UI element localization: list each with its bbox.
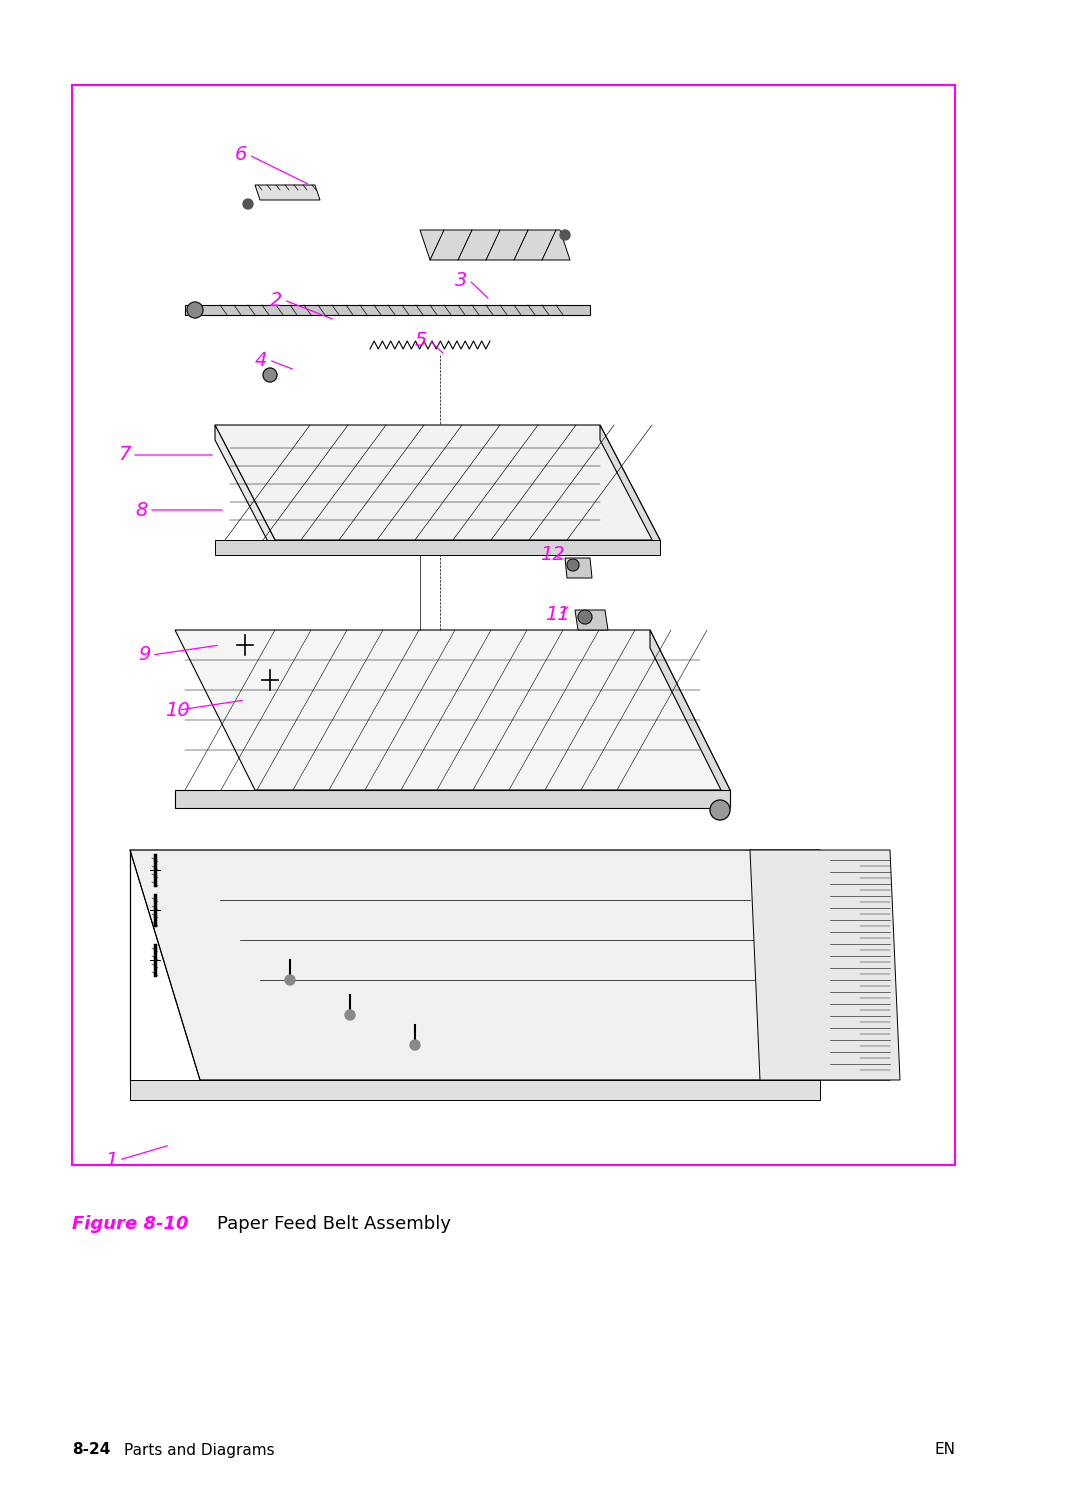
Polygon shape bbox=[130, 851, 890, 1079]
Text: EN: EN bbox=[934, 1443, 955, 1458]
Circle shape bbox=[561, 230, 570, 241]
Text: 5: 5 bbox=[415, 330, 428, 350]
Polygon shape bbox=[215, 425, 660, 540]
Text: 8-24: 8-24 bbox=[72, 1443, 110, 1458]
Polygon shape bbox=[175, 789, 730, 807]
Circle shape bbox=[710, 800, 730, 819]
Polygon shape bbox=[130, 1079, 820, 1100]
Polygon shape bbox=[215, 540, 660, 555]
Polygon shape bbox=[575, 610, 608, 629]
Circle shape bbox=[567, 559, 579, 571]
Circle shape bbox=[285, 975, 295, 985]
Text: Parts and Diagrams: Parts and Diagrams bbox=[124, 1443, 274, 1458]
Text: 11: 11 bbox=[545, 605, 570, 625]
Text: 9: 9 bbox=[138, 646, 150, 664]
Polygon shape bbox=[600, 425, 660, 555]
Bar bbox=[72, 85, 955, 1165]
Polygon shape bbox=[650, 629, 730, 807]
Text: 7: 7 bbox=[118, 446, 131, 465]
Text: 3: 3 bbox=[455, 271, 468, 290]
Polygon shape bbox=[565, 558, 592, 579]
Circle shape bbox=[345, 1011, 355, 1020]
Circle shape bbox=[264, 368, 276, 383]
Circle shape bbox=[578, 610, 592, 623]
Text: Figure 8-10: Figure 8-10 bbox=[72, 1215, 189, 1233]
Text: 6: 6 bbox=[235, 145, 247, 164]
Circle shape bbox=[243, 199, 253, 209]
Polygon shape bbox=[185, 305, 590, 315]
Text: 1: 1 bbox=[105, 1151, 118, 1169]
Text: 8: 8 bbox=[135, 501, 147, 519]
Text: 10: 10 bbox=[165, 701, 190, 719]
Polygon shape bbox=[255, 185, 320, 200]
Polygon shape bbox=[750, 851, 900, 1079]
Text: Paper Feed Belt Assembly: Paper Feed Belt Assembly bbox=[217, 1215, 451, 1233]
Circle shape bbox=[410, 1041, 420, 1049]
Polygon shape bbox=[175, 629, 730, 789]
Text: 12: 12 bbox=[540, 546, 565, 565]
Circle shape bbox=[187, 302, 203, 318]
Polygon shape bbox=[215, 425, 275, 555]
Text: 2: 2 bbox=[270, 290, 282, 309]
Text: 4: 4 bbox=[255, 350, 268, 369]
Polygon shape bbox=[420, 230, 570, 260]
